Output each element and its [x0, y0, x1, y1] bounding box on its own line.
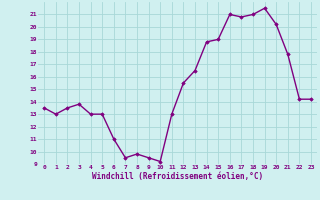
X-axis label: Windchill (Refroidissement éolien,°C): Windchill (Refroidissement éolien,°C) [92, 172, 263, 181]
